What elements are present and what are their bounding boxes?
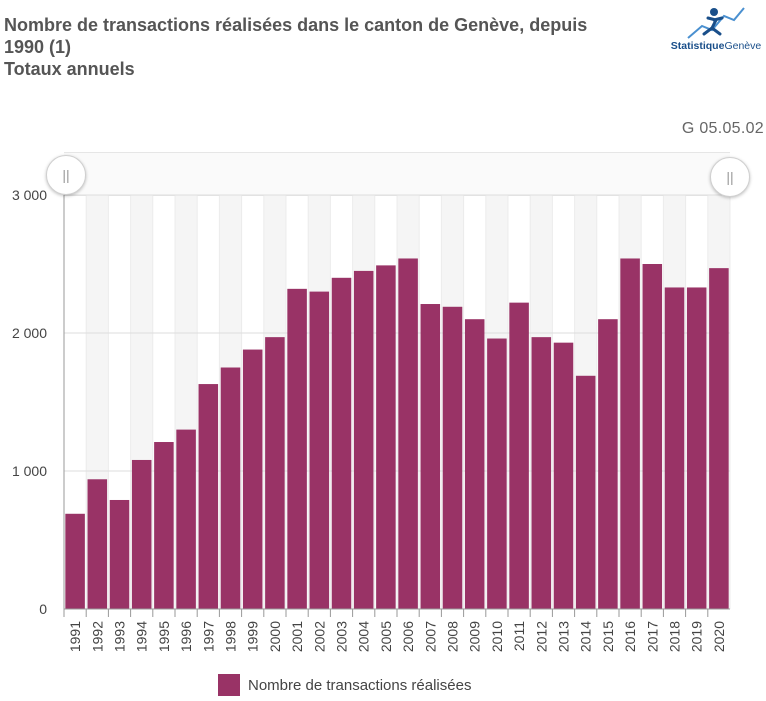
- legend[interactable]: Nombre de transactions réalisées: [218, 674, 471, 696]
- x-tick-label: 2014: [578, 621, 594, 652]
- x-tick-label: 1999: [245, 621, 261, 652]
- bar: [265, 337, 285, 609]
- x-tick-label: 2018: [667, 621, 683, 652]
- range-handle-right[interactable]: ||: [710, 157, 750, 197]
- bar: [464, 319, 485, 609]
- x-tick-label: 1994: [134, 621, 150, 652]
- bar: [65, 513, 85, 609]
- bar: [309, 291, 330, 609]
- x-tick-label: 1996: [178, 621, 194, 652]
- bar: [664, 287, 685, 609]
- x-tick-label: 2004: [356, 621, 372, 652]
- bar: [509, 302, 529, 609]
- x-tick-label: 2009: [467, 621, 483, 652]
- y-tick-label: 2 000: [12, 325, 47, 341]
- bar: [198, 384, 219, 609]
- x-tick-label: 2003: [334, 621, 350, 652]
- bar: [553, 342, 574, 609]
- x-tick-label: 1998: [223, 621, 239, 652]
- chart-title-line2: 1990 (1): [4, 37, 72, 57]
- logo-text-rest: Genève: [724, 40, 762, 52]
- x-tick-label: 2001: [289, 621, 305, 652]
- range-handle-left[interactable]: ||: [46, 155, 86, 195]
- x-tick-label: 2006: [400, 621, 416, 652]
- x-tick-label: 2015: [600, 621, 616, 652]
- x-tick-label: 1993: [112, 621, 128, 652]
- bar: [131, 459, 152, 609]
- x-tick-label: 2017: [644, 621, 660, 652]
- chart-title: Nombre de transactions réalisées dans le…: [4, 14, 644, 80]
- logo-text-bold: Statistique: [670, 40, 725, 52]
- bar: [242, 349, 263, 609]
- chart-subtitle: Totaux annuels: [4, 59, 135, 79]
- bar: [420, 304, 441, 609]
- bar: [109, 499, 130, 609]
- bar: [87, 479, 108, 609]
- x-tick-label: 2013: [556, 621, 572, 652]
- runner-logo-icon: [687, 7, 745, 39]
- x-tick-label: 2005: [378, 621, 394, 652]
- legend-swatch: [218, 674, 240, 696]
- x-tick-label: 2010: [489, 621, 505, 652]
- x-tick-label: 1992: [89, 621, 105, 652]
- x-tick-label: 2016: [622, 621, 638, 652]
- bar: [709, 268, 729, 609]
- y-tick-label: 0: [39, 601, 47, 617]
- bar: [642, 264, 663, 609]
- y-tick-label: 1 000: [12, 463, 47, 479]
- x-tick-label: 1995: [156, 621, 172, 652]
- bar: [620, 258, 640, 609]
- bar: [598, 319, 618, 609]
- x-tick-label: 2002: [311, 621, 327, 652]
- legend-label: Nombre de transactions réalisées: [248, 676, 472, 694]
- x-tick-label: 1991: [67, 621, 83, 652]
- x-tick-label: 2019: [689, 621, 705, 652]
- range-navigator[interactable]: [64, 152, 730, 196]
- bar: [686, 287, 707, 609]
- y-tick-label: 3 000: [12, 187, 47, 203]
- chart-title-line1: Nombre de transactions réalisées dans le…: [4, 15, 588, 35]
- bar: [154, 442, 174, 609]
- statistique-geneve-logo: StatistiqueGenève: [668, 4, 764, 54]
- x-tick-label: 2020: [711, 621, 727, 652]
- chart-code: G 05.05.02: [681, 120, 764, 137]
- bar: [531, 337, 552, 609]
- bar: [331, 277, 352, 609]
- bar: [353, 270, 374, 609]
- bar: [398, 258, 418, 609]
- bar: [575, 375, 596, 609]
- bar: [220, 367, 241, 609]
- logo-text: StatistiqueGenève: [668, 40, 764, 52]
- x-tick-label: 2000: [267, 621, 283, 652]
- x-tick-label: 2008: [445, 621, 461, 652]
- x-tick-label: 1997: [200, 621, 216, 652]
- x-tick-label: 2007: [422, 621, 438, 652]
- bar: [176, 429, 196, 609]
- x-tick-label: 2011: [511, 621, 527, 651]
- bar: [487, 338, 507, 609]
- bar: [287, 288, 307, 609]
- bar: [442, 306, 463, 609]
- bar: [376, 265, 396, 609]
- x-tick-label: 2012: [533, 621, 549, 652]
